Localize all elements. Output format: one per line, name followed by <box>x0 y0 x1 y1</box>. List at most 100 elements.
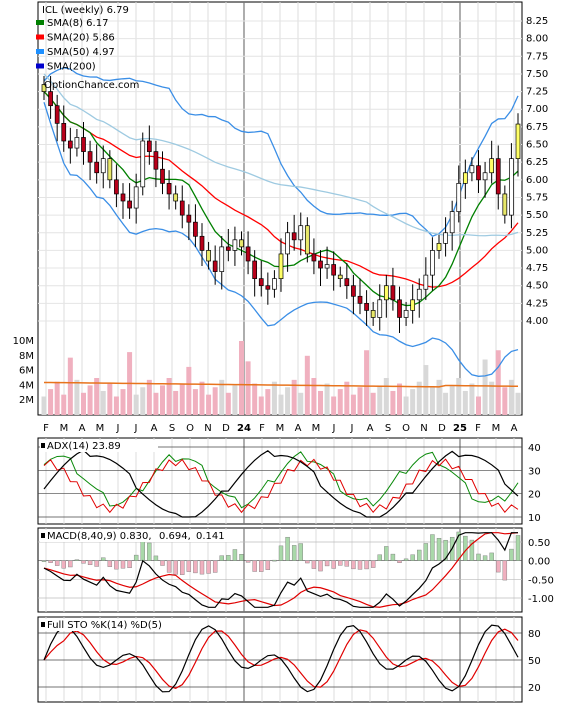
candle-body <box>219 246 225 272</box>
macd-histogram-bar <box>430 534 435 561</box>
macd-histogram-bar <box>180 560 185 575</box>
candle-body <box>397 299 402 318</box>
legend-swatch <box>36 34 44 40</box>
macd-histogram-bar <box>54 560 60 566</box>
macd-tick-label: 0.50 <box>528 538 550 549</box>
x-tick-label: A <box>79 423 86 434</box>
price-tick-label: 4.00 <box>526 316 548 327</box>
macd-histogram-bar <box>226 555 231 561</box>
legend-swatch <box>36 20 44 25</box>
macd-histogram-bar <box>351 560 356 570</box>
macd-histogram-bar <box>166 560 172 573</box>
candle-body <box>298 225 304 241</box>
candle-body <box>495 158 501 195</box>
volume-bar <box>48 389 54 415</box>
volume-bar <box>318 390 323 415</box>
volume-bar <box>423 365 429 415</box>
volume-bar <box>186 366 192 415</box>
macd-label-bg <box>40 530 240 542</box>
price-tick-label: 4.25 <box>526 298 548 309</box>
adx-label: ADX(14) 23.89 <box>47 441 121 452</box>
macd-histogram-bar <box>61 560 66 569</box>
macd-histogram-bar <box>147 542 152 561</box>
x-tick-label: A <box>151 423 158 434</box>
macd-histogram-bar <box>463 535 468 561</box>
macd-histogram-bar <box>107 560 113 567</box>
candle-body <box>337 274 343 279</box>
bollinger-lower-line <box>43 101 519 377</box>
volume-tick-label: 10M <box>13 336 34 347</box>
price-tick-label: 7.00 <box>526 104 548 115</box>
volume-bar <box>489 381 495 415</box>
candle-body <box>416 288 422 301</box>
candle-body <box>489 158 495 174</box>
volume-bar <box>291 379 297 415</box>
x-tick-label: A <box>511 423 518 434</box>
sto-label-marker <box>41 622 45 627</box>
candle-body <box>272 278 277 290</box>
macd-histogram-bar <box>278 545 284 561</box>
x-tick-label: M <box>276 423 285 434</box>
macd-histogram-bar <box>285 536 290 561</box>
volume-bar <box>370 392 376 415</box>
macd-histogram-bar <box>318 560 323 572</box>
volume-bar <box>390 390 396 415</box>
macd-histogram-bar <box>390 553 396 561</box>
volume-bar <box>100 390 106 415</box>
price-tick-label: 6.00 <box>526 175 548 186</box>
volume-bar <box>225 392 231 415</box>
candle-body <box>179 200 185 216</box>
sto-label: Full STO %K(14) %D(5) <box>47 620 162 631</box>
volume-bar <box>364 350 370 415</box>
candle-body <box>107 158 113 181</box>
volume-bar <box>311 378 317 415</box>
macd-histogram-bar <box>436 537 442 561</box>
volume-bar <box>146 379 152 415</box>
x-tick-label: 25 <box>453 423 467 434</box>
adx-plus-di-line <box>43 451 519 509</box>
sto-tick-label: 80 <box>528 629 541 640</box>
macd-histogram-bar <box>232 549 238 561</box>
candle-body <box>482 172 488 181</box>
macd-histogram-bar <box>48 560 53 563</box>
adx-minus-di-line <box>43 458 519 514</box>
volume-bar <box>456 378 462 415</box>
legend-entry: SMA(50) 4.97 <box>47 47 115 58</box>
macd-histogram-bar <box>357 560 363 570</box>
candle-body <box>239 239 244 248</box>
candle-body <box>225 246 231 251</box>
volume-bar <box>212 387 218 415</box>
volume-bar <box>331 396 337 415</box>
candle-body <box>390 285 396 301</box>
macd-histogram-bar <box>173 560 178 575</box>
candle-body <box>74 137 80 149</box>
candle-body <box>324 264 330 269</box>
volume-bar <box>252 383 258 415</box>
candle-body <box>67 140 73 149</box>
candle-body <box>87 151 93 163</box>
price-tick-label: 5.25 <box>526 228 548 239</box>
volume-bar <box>120 389 126 415</box>
volume-bar <box>81 392 86 415</box>
candle-body <box>318 260 323 269</box>
volume-bar <box>67 357 73 415</box>
volume-bar <box>192 389 198 415</box>
volume-bar <box>502 387 508 415</box>
macd-tick-label: -1.00 <box>528 594 554 605</box>
candle-body <box>278 253 284 279</box>
macd-histogram-bar <box>482 555 488 561</box>
candle-body <box>186 214 192 223</box>
volume-bar <box>397 383 402 415</box>
candle-body <box>423 274 429 290</box>
sto-label-bg <box>40 619 200 631</box>
macd-histogram-bar <box>133 554 139 561</box>
volume-bar <box>206 394 212 415</box>
price-tick-label: 6.75 <box>526 122 548 133</box>
x-tick-label: F <box>475 423 481 434</box>
macd-histogram-bar <box>489 552 494 561</box>
macd-histogram-bar <box>160 560 165 566</box>
candle-body <box>291 232 297 241</box>
volume-bar <box>436 379 442 415</box>
macd-histogram-bar <box>193 560 198 574</box>
sto-k-line <box>43 624 519 693</box>
